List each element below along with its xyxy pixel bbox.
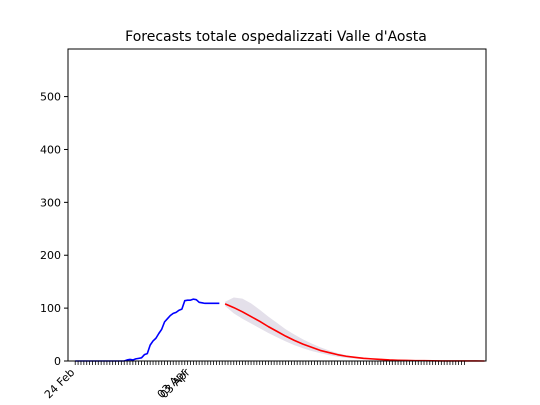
y-tick-label: 400	[40, 143, 61, 156]
forecast-series-line	[224, 303, 485, 362]
y-tick-label: 200	[40, 249, 61, 262]
observed-series-line	[75, 298, 220, 362]
y-tick-label: 500	[40, 91, 61, 104]
x-tick-label: 24 Feb	[42, 366, 77, 401]
y-tick-label: 0	[54, 355, 61, 368]
y-tick-label: 300	[40, 196, 61, 209]
plot-frame	[67, 48, 487, 362]
plot-area	[75, 297, 485, 362]
y-tick-label: 100	[40, 302, 61, 315]
y-axis: 0 100 200 300 400 500	[40, 91, 68, 368]
forecast-confidence-band	[225, 297, 485, 361]
chart-title: Forecasts totale ospedalizzati Valle d'A…	[125, 29, 427, 45]
